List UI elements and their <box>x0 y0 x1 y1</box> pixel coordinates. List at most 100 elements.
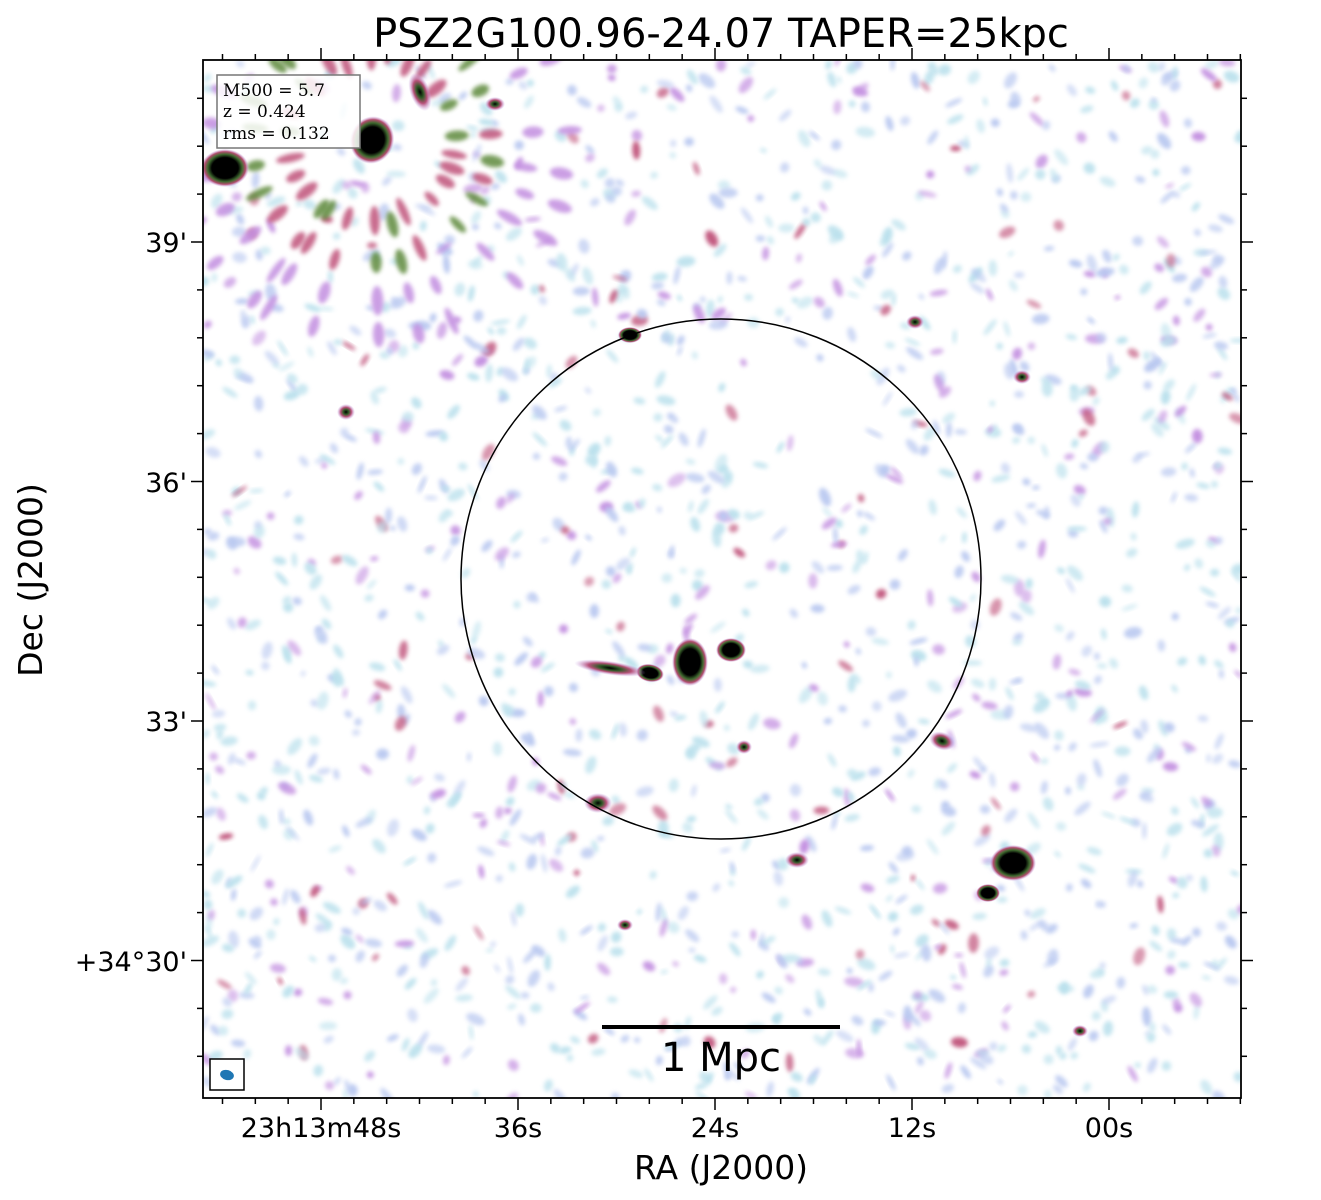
noise-blob <box>309 574 322 590</box>
noise-blob <box>791 192 801 201</box>
noise-blob <box>611 186 622 197</box>
beam-box <box>209 1058 245 1091</box>
noise-blob <box>559 624 569 634</box>
noise-blob <box>343 991 352 1000</box>
noise-blob <box>420 207 436 216</box>
noise-blob <box>515 903 525 917</box>
noise-blob <box>292 597 302 606</box>
noise-blob <box>490 319 511 326</box>
noise-blob <box>652 483 663 492</box>
noise-blob <box>557 834 573 846</box>
noise-blob <box>660 434 674 448</box>
noise-blob <box>503 807 512 815</box>
noise-blob <box>963 135 970 150</box>
noise-blob <box>1074 680 1091 690</box>
noise-blob <box>1024 909 1031 917</box>
y-tick-label: 39' <box>145 228 187 259</box>
noise-blob <box>822 306 833 320</box>
noise-blob <box>605 193 616 204</box>
noise-blob <box>1089 709 1105 723</box>
noise-blob <box>565 885 580 898</box>
noise-blob <box>532 432 548 447</box>
sidelobe-blob <box>268 60 287 73</box>
noise-blob <box>917 718 930 725</box>
noise-blob <box>1076 132 1087 143</box>
noise-blob <box>969 593 977 602</box>
sidelobe-blob <box>370 251 382 273</box>
noise-blob <box>408 1043 422 1059</box>
noise-blob <box>1157 895 1164 914</box>
noise-blob <box>857 1038 862 1057</box>
noise-blob <box>203 73 212 83</box>
noise-blob <box>230 1039 246 1048</box>
noise-blob <box>625 565 631 573</box>
noise-blob <box>1080 105 1094 114</box>
noise-blob <box>1131 501 1140 518</box>
noise-blob <box>697 428 706 448</box>
noise-blob <box>631 467 644 475</box>
noise-blob <box>505 975 515 985</box>
noise-blob <box>709 193 725 209</box>
sidelobe-blob <box>441 149 467 160</box>
noise-blob <box>676 335 685 346</box>
noise-blob <box>461 965 470 976</box>
noise-blob <box>350 216 359 227</box>
noise-blob <box>989 598 1002 616</box>
noise-blob <box>719 848 731 853</box>
noise-blob <box>232 252 247 263</box>
noise-blob <box>944 1062 953 1079</box>
radio-source <box>408 72 432 112</box>
noise-blob <box>1078 863 1096 874</box>
noise-blob <box>605 566 616 577</box>
noise-blob <box>1029 112 1044 127</box>
noise-blob <box>715 60 727 72</box>
noise-blob <box>612 96 623 110</box>
noise-blob <box>992 424 998 431</box>
noise-blob <box>835 1030 854 1042</box>
noise-blob <box>669 152 677 159</box>
noise-blob <box>818 487 832 507</box>
noise-blob <box>1202 332 1217 339</box>
noise-blob <box>896 364 906 373</box>
noise-blob <box>803 1008 812 1016</box>
noise-blob <box>227 752 236 765</box>
noise-blob <box>1184 442 1197 454</box>
noise-blob <box>969 771 981 779</box>
noise-blob <box>660 969 668 975</box>
noise-blob <box>669 87 685 102</box>
noise-blob <box>1172 273 1188 283</box>
noise-blob <box>250 855 261 872</box>
noise-blob <box>983 965 994 978</box>
noise-blob <box>802 218 811 227</box>
noise-blob <box>227 989 239 1002</box>
noise-blob <box>695 585 710 600</box>
noise-blob <box>693 304 705 324</box>
noise-blob <box>903 1005 913 1023</box>
noise-blob <box>1151 423 1164 437</box>
noise-blob <box>576 97 592 108</box>
noise-blob <box>990 118 1000 128</box>
noise-blob <box>491 183 500 190</box>
noise-blob <box>293 515 304 525</box>
noise-blob <box>1181 741 1197 752</box>
noise-blob <box>1119 264 1129 275</box>
noise-blob <box>890 466 903 480</box>
sidelobe-blob <box>307 315 320 337</box>
noise-blob <box>304 562 317 575</box>
noise-blob <box>1185 874 1193 882</box>
noise-blob <box>668 778 679 793</box>
noise-blob <box>667 549 675 559</box>
noise-blob <box>703 995 718 1010</box>
radio-source <box>736 740 752 754</box>
noise-blob <box>1184 493 1199 502</box>
noise-blob <box>1065 786 1071 795</box>
noise-blob <box>652 805 668 821</box>
noise-blob <box>724 1073 732 1081</box>
sidelobe-blob <box>472 173 493 185</box>
noise-blob <box>473 310 484 322</box>
noise-blob <box>509 809 522 826</box>
noise-blob <box>941 805 957 817</box>
noise-blob <box>352 729 360 736</box>
noise-blob <box>546 364 552 378</box>
noise-blob <box>654 371 666 388</box>
